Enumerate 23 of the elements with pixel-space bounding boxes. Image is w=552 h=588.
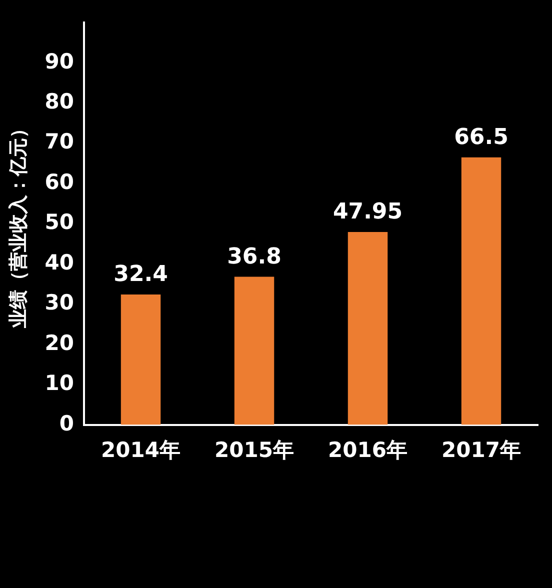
data-label: 66.5 <box>454 125 508 150</box>
x-tick-label: 2017年 <box>442 438 521 462</box>
bar <box>348 232 388 425</box>
x-tick-label: 2015年 <box>214 438 294 462</box>
y-tick-label: 10 <box>44 371 74 396</box>
y-tick-label: 60 <box>44 170 74 194</box>
bar <box>120 294 161 425</box>
x-tick-label: 2016年 <box>328 438 408 462</box>
y-tick-label: 0 <box>59 411 74 436</box>
bar <box>234 276 274 425</box>
y-tick-label: 90 <box>44 49 74 74</box>
bar <box>461 157 502 425</box>
y-tick-label: 50 <box>44 210 74 234</box>
x-tick-label: 2014年 <box>101 438 180 462</box>
data-label: 32.4 <box>114 262 168 288</box>
y-tick-label: 40 <box>44 250 74 274</box>
data-label: 47.95 <box>332 200 403 225</box>
y-tick-label: 20 <box>44 330 74 355</box>
data-label: 36.8 <box>227 244 282 270</box>
y-tick-label: 30 <box>44 290 74 315</box>
y-tick-label: 80 <box>44 89 74 114</box>
y-tick-label: 70 <box>44 130 74 154</box>
y-axis-title: 业绩（营业收入：亿元） <box>7 119 30 330</box>
